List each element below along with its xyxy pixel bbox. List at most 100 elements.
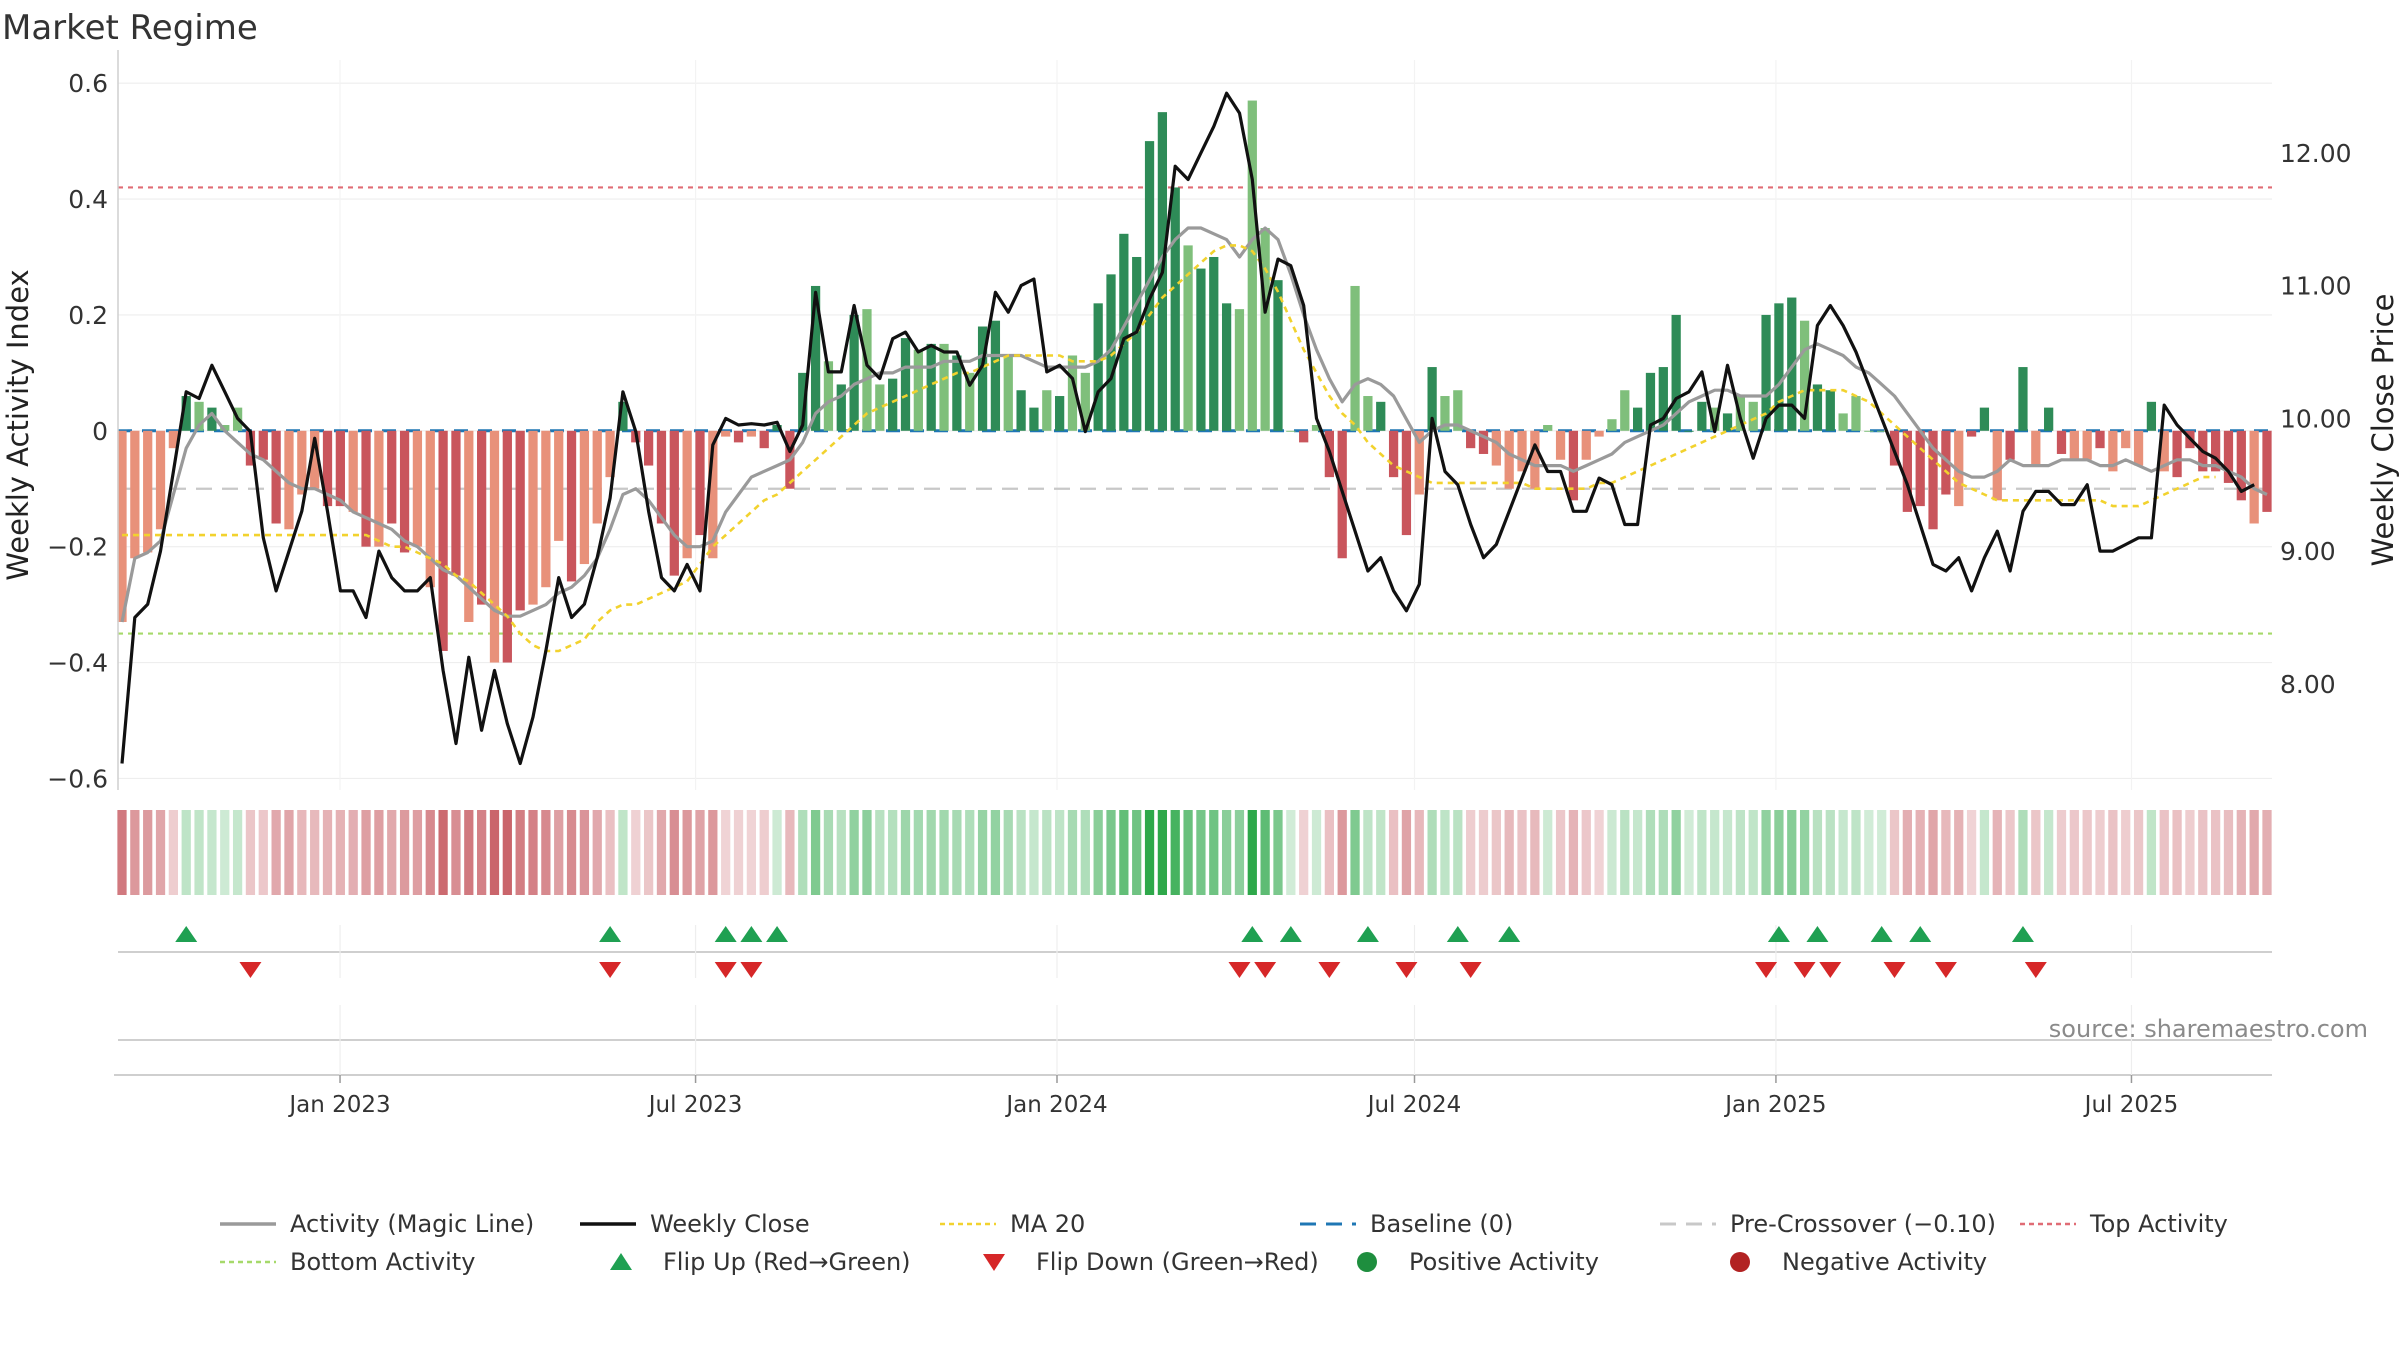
regime-cell	[1414, 810, 1424, 895]
regime-cell	[1440, 810, 1450, 895]
x-tick-label: Jul 2023	[647, 1092, 743, 1118]
regime-cell	[1658, 810, 1668, 895]
regime-cell	[592, 810, 602, 895]
activity-bar	[412, 430, 423, 547]
regime-cell	[1401, 810, 1412, 895]
activity-bar	[1478, 430, 1489, 454]
activity-bar	[1144, 141, 1155, 431]
activity-bar	[2236, 430, 2246, 501]
regime-cell	[477, 810, 487, 895]
regime-cell	[990, 810, 1001, 895]
regime-cell	[310, 810, 320, 895]
activity-bar	[1838, 413, 1848, 431]
activity-bar	[1954, 430, 1964, 507]
regime-cell	[361, 810, 371, 895]
activity-bar	[1658, 367, 1668, 431]
regime-cell	[1555, 810, 1566, 895]
regime-cell	[1260, 810, 1270, 895]
activity-bar	[1877, 430, 1887, 432]
legend-row: Activity (Magic Line) Weekly Close MA 20 Ba…	[220, 1205, 2380, 1243]
activity-bar	[1645, 372, 1656, 431]
regime-cell	[2056, 810, 2067, 895]
legend-label: MA 20	[1010, 1210, 1086, 1238]
flip-down-marker	[1459, 962, 1482, 978]
regime-cell	[2031, 810, 2041, 895]
activity-bar	[977, 326, 988, 431]
activity-bar	[1414, 430, 1424, 495]
regime-cell	[194, 810, 204, 895]
regime-cell	[1029, 810, 1039, 895]
flip-up-marker	[1806, 926, 1829, 942]
regime-cell	[1311, 810, 1322, 895]
activity-bar	[1401, 430, 1412, 536]
regime-cell	[2185, 810, 2195, 895]
flip-down-marker	[1819, 962, 1842, 978]
activity-bar	[618, 401, 628, 431]
regime-cell	[2146, 810, 2157, 895]
activity-bar	[1774, 303, 1784, 431]
regime-cell	[1633, 810, 1643, 895]
regime-cell	[1067, 810, 1078, 895]
activity-bar	[1799, 320, 1810, 431]
activity-bar	[836, 384, 846, 431]
activity-bar	[1555, 430, 1566, 460]
activity-bar	[1132, 256, 1142, 431]
regime-cell	[926, 810, 936, 895]
legend-item: Positive Activity	[1339, 1243, 1712, 1281]
flip-up-marker	[1446, 926, 1469, 942]
activity-bar	[746, 430, 756, 437]
regime-cell	[1350, 810, 1360, 895]
activity-bar	[1093, 303, 1103, 431]
regime-cell	[1170, 810, 1180, 895]
activity-bar	[798, 372, 808, 431]
regime-cell	[502, 810, 512, 895]
legend-swatch-icon	[610, 1253, 632, 1270]
flip-down-marker	[1934, 962, 1957, 978]
regime-cell	[836, 810, 846, 895]
regime-cell	[721, 810, 731, 895]
activity-bar	[2082, 430, 2092, 460]
activity-bar	[2031, 430, 2041, 466]
activity-bar	[1427, 367, 1437, 431]
activity-bar	[1311, 425, 1322, 431]
regime-cell	[412, 810, 423, 895]
regime-cell	[1119, 810, 1129, 895]
activity-bar	[207, 407, 217, 431]
legend-row: Bottom Activity Flip Up (Red→Green) Flip D…	[220, 1243, 2380, 1281]
regime-cell	[232, 810, 243, 895]
regime-cell	[1144, 810, 1155, 895]
x-tick-label: Jul 2024	[1366, 1092, 1462, 1118]
regime-cell	[1221, 810, 1232, 895]
regime-cell	[913, 810, 923, 895]
activity-bar	[605, 430, 615, 478]
regime-cell	[1543, 810, 1553, 895]
regime-cell	[220, 810, 230, 895]
flip-down-marker	[1318, 962, 1341, 978]
activity-bar	[1517, 430, 1527, 472]
activity-bar	[1941, 430, 1951, 495]
activity-bar	[1363, 396, 1373, 431]
x-axis: Jan 2023 Jul 2023 Jan 2024 Jul 2024 Jan 2025…	[114, 1005, 2272, 1118]
activity-bar	[1119, 233, 1129, 431]
activity-bar	[477, 430, 487, 605]
legend-swatch-icon	[940, 1222, 996, 1226]
regime-cell	[1915, 810, 1925, 895]
regime-cell	[1761, 810, 1771, 895]
y-left-axis-label: Weekly Activity Index	[1, 269, 35, 580]
regime-cell	[1273, 810, 1283, 895]
legend-item: MA 20	[940, 1205, 1300, 1243]
regime-cell	[284, 810, 294, 895]
activity-bar	[1568, 430, 1579, 501]
regime-cell	[399, 810, 410, 895]
regime-cell	[297, 810, 307, 895]
regime-cell	[2249, 810, 2259, 895]
activity-bar	[1607, 419, 1617, 431]
activity-bar	[965, 372, 975, 431]
activity-bar	[862, 309, 872, 431]
activity-bar	[1491, 430, 1501, 466]
regime-cell	[1466, 810, 1476, 895]
activity-bar	[130, 430, 140, 559]
regime-cell	[1568, 810, 1579, 895]
regime-cell	[1825, 810, 1835, 895]
activity-bar	[2005, 430, 2015, 460]
